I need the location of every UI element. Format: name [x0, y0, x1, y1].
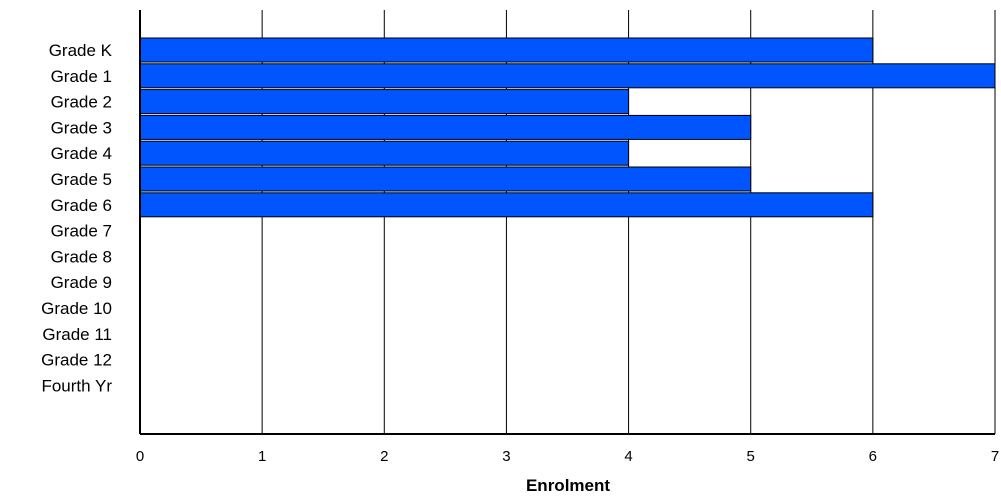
category-labels: Grade K Grade 1 Grade 2 Grade 3 Grade 4 Grade…: [41, 41, 113, 395]
category-label-1: Grade 1: [51, 67, 112, 86]
bar-4: [139, 140, 630, 166]
category-label-13: Fourth Yr: [41, 376, 112, 395]
x-axis-title: Enrolment: [526, 476, 610, 495]
category-label-3: Grade 3: [51, 118, 112, 137]
category-label-2: Grade 2: [51, 93, 112, 112]
bar-1: [139, 63, 996, 89]
x-tick-label-4: 4: [624, 448, 632, 465]
category-label-12: Grade 12: [41, 351, 112, 370]
x-tick-label-7: 7: [991, 448, 999, 465]
category-label-9: Grade 9: [51, 273, 112, 292]
x-tick-label-2: 2: [380, 448, 388, 465]
category-label-4: Grade 4: [51, 144, 112, 163]
category-label-8: Grade 8: [51, 247, 112, 266]
plot-frame: [139, 10, 995, 435]
x-tick-label-3: 3: [502, 448, 510, 465]
bar-3: [139, 114, 752, 140]
x-tick-label-5: 5: [747, 448, 755, 465]
category-label-5: Grade 5: [51, 170, 112, 189]
category-label-0: Grade K: [49, 41, 113, 60]
category-label-10: Grade 10: [41, 299, 112, 318]
x-tick-label-6: 6: [869, 448, 877, 465]
category-label-11: Grade 11: [42, 325, 112, 344]
bars: [139, 37, 996, 218]
category-label-6: Grade 6: [51, 196, 112, 215]
bar-6: [139, 192, 874, 218]
bar-5: [139, 166, 752, 192]
x-tick-label-1: 1: [258, 448, 266, 465]
bar-2: [139, 89, 630, 115]
bar-0: [139, 37, 874, 63]
x-tick-labels: 0 1 2 3 4 5 6 7: [136, 448, 999, 465]
x-tick-label-0: 0: [136, 448, 144, 465]
category-label-7: Grade 7: [51, 222, 112, 241]
